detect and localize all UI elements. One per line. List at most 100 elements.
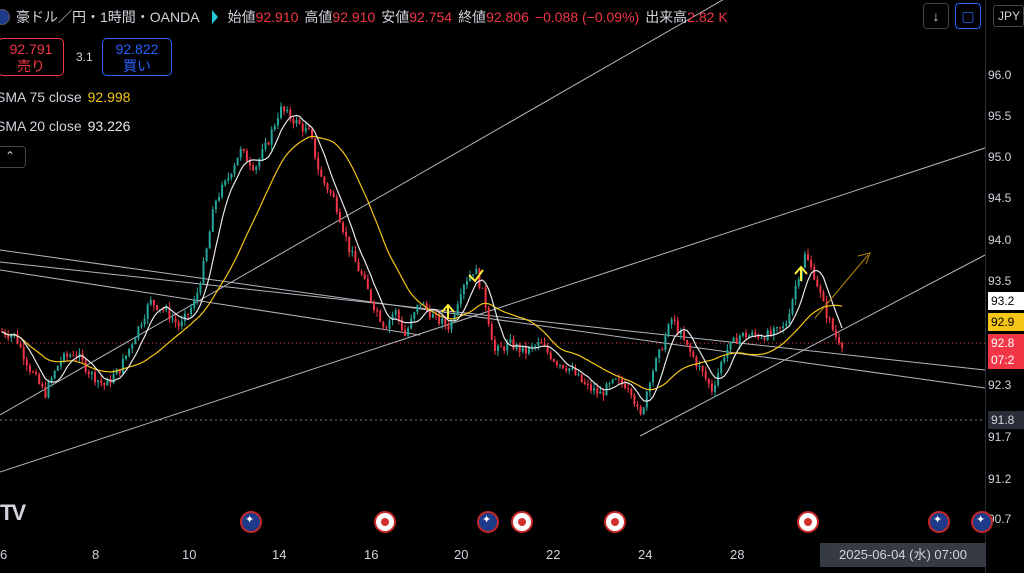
candle-body: [720, 361, 723, 374]
candle-body: [735, 337, 738, 344]
sma75-line: [1, 135, 843, 391]
currency-button[interactable]: JPY: [993, 5, 1024, 27]
candle-body: [831, 318, 834, 331]
candle-body: [47, 382, 50, 398]
candle-body: [255, 166, 258, 170]
fullscreen-icon[interactable]: ▢: [955, 3, 981, 29]
candle-body: [267, 142, 270, 145]
candle-body: [224, 180, 227, 185]
candle-body: [317, 157, 320, 170]
candle-body: [763, 337, 766, 341]
candle-body: [354, 251, 357, 262]
candle-body: [627, 388, 630, 390]
aud-event-icon[interactable]: [971, 511, 993, 533]
candle-body: [772, 328, 775, 336]
candle-body: [183, 313, 186, 321]
candle-body: [515, 344, 518, 349]
candle-body: [531, 346, 534, 348]
close-label: 終値: [458, 9, 487, 25]
candle-body: [50, 378, 53, 383]
candle-body: [710, 383, 713, 392]
candle-body: [97, 380, 100, 383]
jpy-event-icon[interactable]: [797, 511, 819, 533]
candle-body: [180, 320, 183, 327]
trend-line: [0, 0, 724, 416]
candle-body: [252, 165, 255, 170]
candle-body: [115, 369, 118, 375]
sma20-value: 93.226: [87, 118, 131, 134]
candle-body: [797, 279, 800, 286]
high-value: 92.910: [332, 9, 376, 25]
candle-body: [441, 318, 444, 324]
buy-label: 買い: [123, 58, 151, 74]
trend-line: [0, 249, 986, 389]
candle-body: [478, 268, 481, 288]
aud-event-icon[interactable]: [240, 511, 262, 533]
candle-body: [466, 281, 468, 286]
candle-body: [459, 294, 462, 305]
jpy-event-icon[interactable]: [511, 511, 533, 533]
candle-body: [369, 289, 372, 302]
candle-body: [751, 332, 754, 336]
candle-body: [329, 190, 332, 193]
market-status-icon[interactable]: [211, 10, 218, 24]
candle-body: [428, 309, 431, 318]
candle-body: [698, 365, 701, 367]
candle-body: [286, 109, 289, 112]
jpy-event-icon[interactable]: [374, 511, 396, 533]
candle-body: [125, 355, 127, 360]
aud-event-icon[interactable]: [477, 511, 499, 533]
sell-label: 売り: [17, 58, 45, 74]
candle-body: [338, 212, 341, 223]
candle-body: [292, 118, 295, 124]
symbol-title[interactable]: 豪ドル／円・1時間・OANDA: [16, 9, 200, 25]
jpy-event-icon[interactable]: [604, 511, 626, 533]
chevron-up-icon[interactable]: ⌃: [0, 146, 26, 168]
download-icon[interactable]: ↓: [923, 3, 949, 29]
candle-body: [283, 106, 286, 112]
tradingview-logo: TV: [0, 500, 26, 525]
candle-body: [540, 342, 543, 344]
candle-body: [214, 200, 217, 210]
sell-button[interactable]: 92.791 売り: [0, 38, 64, 76]
candle-body: [196, 292, 199, 301]
candle-body: [729, 341, 732, 350]
candle-body: [757, 334, 760, 338]
indicator-sma20[interactable]: SMA 20 close 93.226: [0, 118, 130, 134]
candle-body: [335, 197, 338, 213]
candle-body: [53, 370, 56, 379]
candle-body: [745, 332, 747, 338]
candle-body: [385, 327, 388, 329]
candle-body: [456, 304, 459, 315]
candle-body: [87, 371, 90, 375]
price-axis-divider: [985, 0, 986, 573]
candle-body: [357, 261, 360, 272]
candle-body: [103, 382, 106, 386]
buy-button[interactable]: 92.822 買い: [102, 38, 172, 76]
candle-body: [549, 352, 552, 360]
candle-body: [391, 314, 394, 321]
price-axis-label: 90.7: [988, 512, 1012, 526]
candle-body: [22, 347, 25, 360]
close-value: 92.806: [486, 9, 529, 25]
candle-body: [648, 382, 651, 392]
indicator-sma75[interactable]: SMA 75 close 92.998: [0, 89, 130, 105]
candle-body: [546, 345, 549, 353]
candle-body: [289, 109, 292, 119]
candle-body: [298, 120, 301, 124]
candle-body: [165, 307, 168, 310]
candle-body: [453, 314, 456, 321]
candle-body: [444, 318, 447, 326]
aud-event-icon[interactable]: [928, 511, 950, 533]
candle-body: [56, 365, 59, 371]
time-axis-label: 8: [92, 547, 100, 562]
candle-body: [518, 344, 521, 352]
candle-body: [187, 313, 189, 315]
candle-body: [714, 385, 716, 392]
candle-body: [785, 323, 788, 327]
candle-body: [400, 320, 403, 330]
sma20-name: SMA 20 close: [0, 118, 82, 134]
candle-body: [177, 322, 180, 327]
candle-body: [69, 355, 72, 357]
